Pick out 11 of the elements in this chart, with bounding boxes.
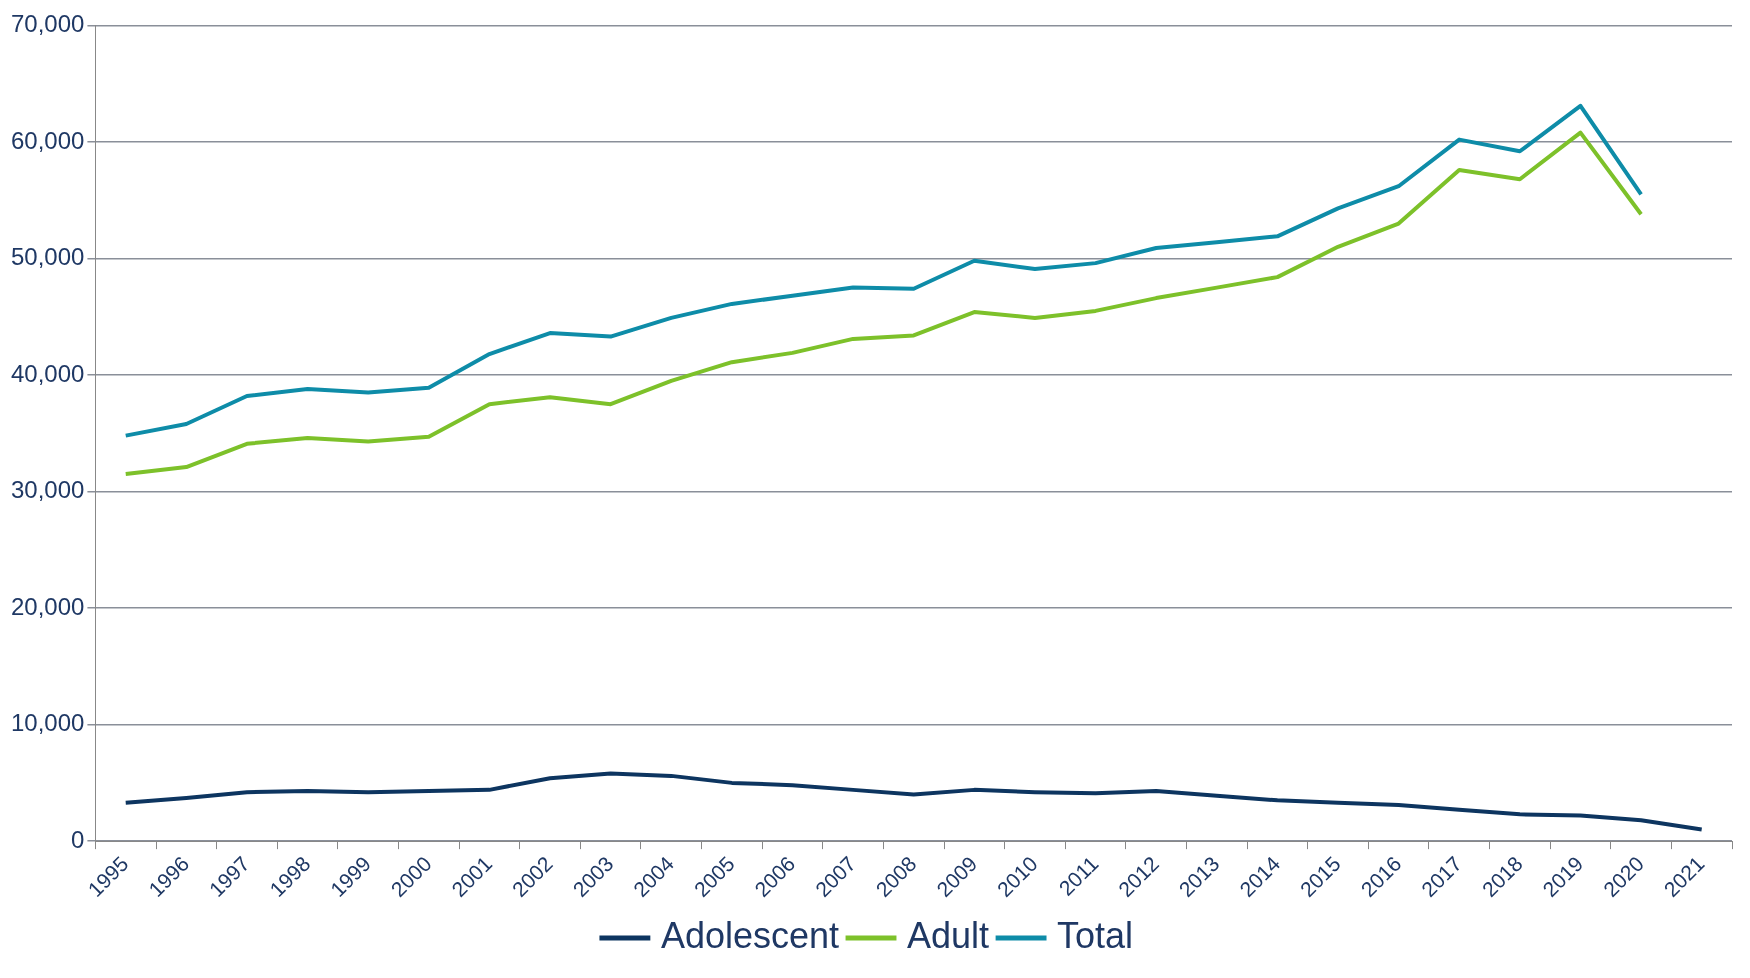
- y-tick-label: 10,000: [11, 709, 85, 737]
- y-tick-label: 20,000: [11, 592, 85, 620]
- legend-label: Adult: [907, 914, 990, 956]
- y-tick-label: 70,000: [11, 10, 85, 38]
- legend-label: Total: [1057, 914, 1134, 956]
- y-tick-label: 50,000: [11, 243, 85, 271]
- y-tick-label: 0: [71, 825, 85, 853]
- legend-label: Adolescent: [660, 914, 840, 956]
- y-tick-label: 30,000: [11, 476, 85, 504]
- y-tick-label: 40,000: [11, 359, 85, 387]
- y-tick-label: 60,000: [11, 126, 85, 154]
